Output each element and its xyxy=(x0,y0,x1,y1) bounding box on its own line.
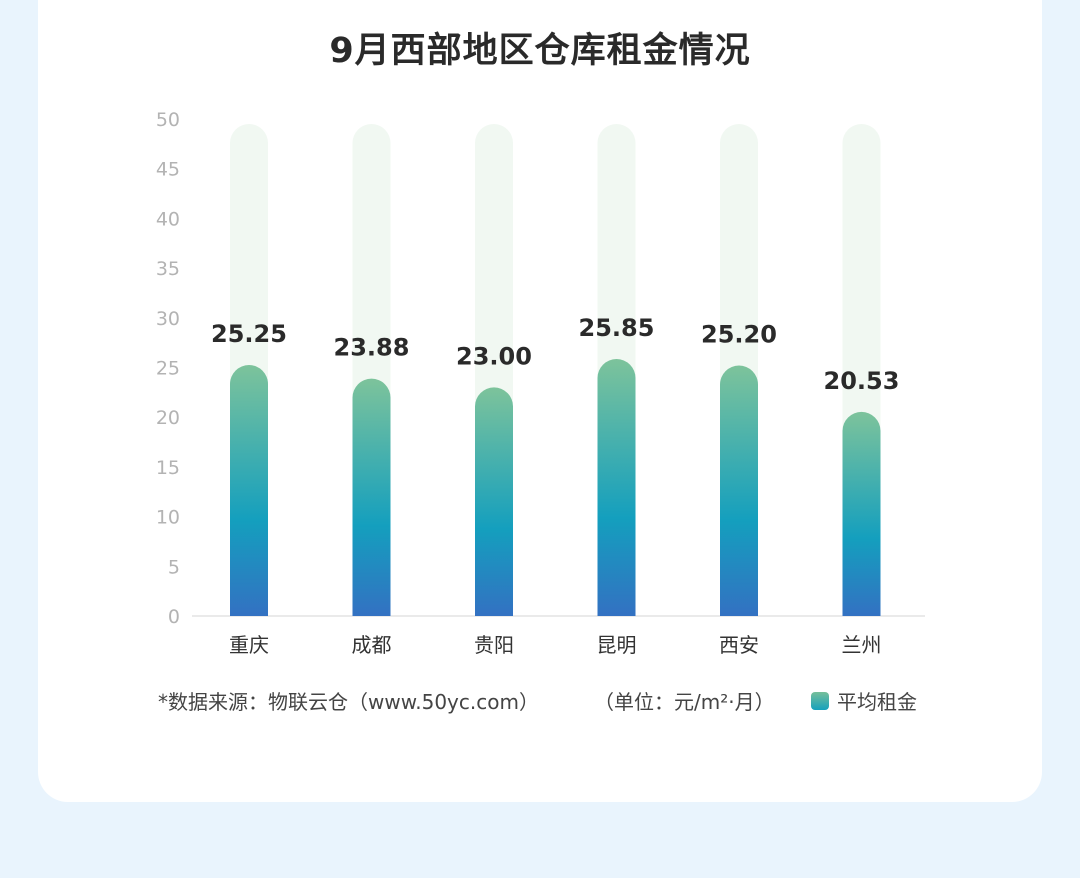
x-tick-label: 成都 xyxy=(352,633,392,657)
bar xyxy=(475,387,513,616)
y-tick-label: 25 xyxy=(156,358,180,380)
x-tick-label: 贵阳 xyxy=(474,633,514,657)
bar xyxy=(230,365,268,616)
data-source-note: *数据来源：物联云仓（www.50yc.com） xyxy=(158,690,539,714)
y-tick-label: 15 xyxy=(156,457,180,479)
bar xyxy=(720,365,758,616)
y-tick-label: 20 xyxy=(156,407,180,429)
value-label: 25.85 xyxy=(579,314,655,342)
chart-title: 9月西部地区仓库租金情况 xyxy=(329,31,751,71)
value-label: 25.20 xyxy=(701,321,777,349)
value-label: 20.53 xyxy=(824,367,900,395)
y-tick-label: 45 xyxy=(156,159,180,181)
y-tick-label: 30 xyxy=(156,308,180,330)
bar xyxy=(597,359,636,616)
value-label: 23.88 xyxy=(334,334,410,362)
y-axis: 0 5 10 15 20 25 30 35 40 45 50 xyxy=(156,109,180,628)
y-tick-label: 5 xyxy=(168,556,180,578)
value-label: 25.25 xyxy=(211,320,287,348)
x-tick-label: 西安 xyxy=(719,633,759,657)
y-tick-label: 50 xyxy=(156,109,180,131)
bars-group: 25.25 重庆 23.88 成都 23.00 贵阳 25.85 昆明 25.20 西安 20.53… xyxy=(211,124,899,657)
unit-note: （单位：元/m²·月） xyxy=(594,690,775,714)
y-tick-label: 10 xyxy=(156,507,180,529)
y-tick-label: 0 xyxy=(168,606,180,628)
x-tick-label: 重庆 xyxy=(229,633,269,657)
y-tick-label: 40 xyxy=(156,208,180,230)
bar xyxy=(352,378,391,616)
y-tick-label: 35 xyxy=(156,258,180,280)
bar xyxy=(842,411,881,616)
legend: 平均租金 xyxy=(811,686,917,715)
x-tick-label: 昆明 xyxy=(597,633,637,657)
legend-swatch xyxy=(811,691,829,710)
value-label: 23.00 xyxy=(456,342,532,370)
x-tick-label: 兰州 xyxy=(842,633,882,657)
legend-label: 平均租金 xyxy=(837,690,917,714)
